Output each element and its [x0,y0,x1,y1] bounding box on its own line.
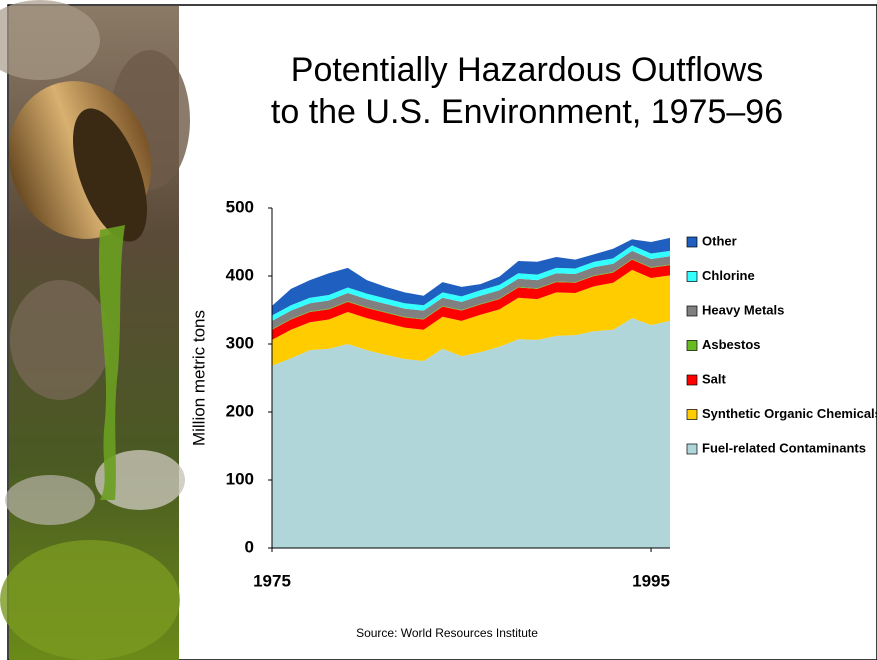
legend-swatch [686,374,698,386]
y-tick-label: 400 [226,265,254,284]
x-tick-label: 1975 [253,571,291,590]
x-tick-label: 1995 [632,571,670,590]
legend-swatch [686,443,698,455]
source-note: Source: World Resources Institute [356,626,538,640]
legend-label: Other [702,233,737,248]
photo [0,0,190,660]
slide-frame [7,4,877,660]
y-tick-label: 500 [226,197,254,216]
y-axis-label: Million metric tons [189,310,208,446]
y-tick-label: 0 [245,537,254,556]
legend-swatch [686,236,698,248]
y-tick-label: 300 [226,333,254,352]
y-tick-label: 100 [226,469,254,488]
legend-label: Fuel-related Contaminants [702,440,866,455]
area-4 [272,250,670,330]
area-6 [272,237,670,316]
legend-label: Chlorine [702,268,755,283]
legend-swatch [686,340,698,351]
legend-swatch [686,305,698,317]
legend-label: Synthetic Organic Chemicals [702,406,877,421]
area-0 [272,318,670,548]
chart-title-line-1: Potentially Hazardous Outflows [291,51,763,89]
legend-label: Salt [702,371,727,386]
plot-area: 0 100 200 300 400 500 1975 1995 Other Chlorine Hea… [226,197,877,590]
chart-title-line-2: to the U.S. Environment, 1975–96 [271,93,783,131]
legend-label: Heavy Metals [702,302,784,317]
legend-label: Asbestos [702,337,761,352]
y-tick-label: 200 [226,401,254,420]
area-2 [272,259,670,340]
legend-swatch [686,271,698,282]
legend-swatch [686,409,698,420]
